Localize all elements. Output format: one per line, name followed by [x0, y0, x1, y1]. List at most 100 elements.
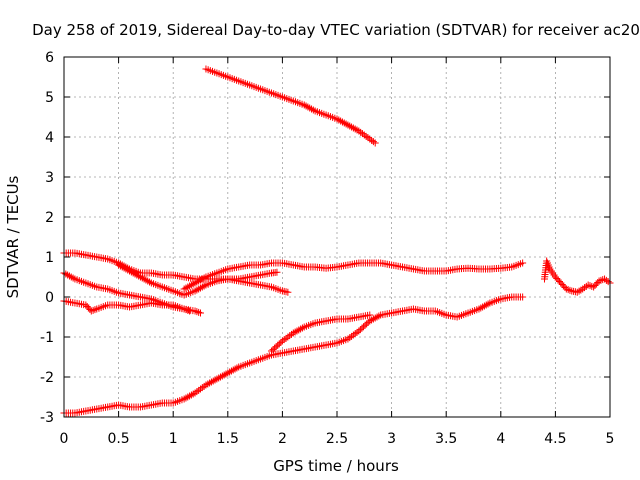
data-point — [297, 325, 305, 333]
data-point — [353, 126, 361, 134]
data-point — [346, 334, 354, 342]
data-point — [222, 370, 230, 378]
data-point — [284, 288, 292, 296]
data-point — [577, 286, 585, 294]
y-tick-label: 3 — [45, 170, 54, 186]
data-point — [207, 378, 215, 386]
data-point — [146, 278, 154, 286]
data-point — [304, 103, 312, 111]
y-tick-label: 1 — [45, 250, 54, 266]
data-point — [579, 285, 587, 293]
series-arc-mid-b — [267, 311, 374, 355]
data-point — [116, 262, 124, 270]
data-point — [202, 381, 210, 389]
data-point — [67, 273, 75, 281]
x-tick-label: 2 — [278, 431, 287, 447]
data-point — [371, 314, 379, 322]
data-point — [91, 306, 99, 314]
data-point — [120, 264, 128, 272]
data-point — [193, 308, 201, 316]
data-point — [267, 347, 275, 355]
data-point — [144, 277, 152, 285]
data-point — [573, 288, 581, 296]
data-point — [357, 128, 365, 136]
data-point — [351, 125, 359, 133]
data-point — [356, 326, 364, 334]
data-point — [358, 324, 366, 332]
chart-title: Day 258 of 2019, Sidereal Day-to-day VTE… — [32, 21, 640, 39]
data-point — [364, 134, 372, 142]
data-point — [124, 266, 132, 274]
data-point — [519, 259, 527, 267]
data-point — [218, 372, 226, 380]
data-point — [195, 308, 203, 316]
data-point — [62, 270, 70, 278]
y-tick-label: -1 — [40, 330, 54, 346]
y-axis-label: SDTVAR / TECUs — [4, 175, 22, 298]
data-point — [344, 335, 352, 343]
data-point — [198, 384, 206, 392]
data-point — [599, 276, 607, 284]
data-point — [197, 284, 204, 292]
data-point — [215, 374, 223, 382]
data-point — [298, 324, 306, 332]
data-point — [198, 283, 206, 291]
data-point — [186, 282, 194, 290]
data-point — [186, 392, 194, 400]
data-point — [278, 337, 286, 345]
data-point — [182, 394, 190, 402]
data-point — [566, 286, 574, 294]
data-point — [368, 136, 376, 144]
data-point — [64, 271, 72, 279]
x-tick-label: 1.5 — [217, 431, 239, 447]
data-point — [338, 118, 346, 126]
data-point — [369, 138, 377, 146]
y-tick-label: 6 — [45, 50, 54, 66]
data-point — [480, 302, 488, 310]
data-point — [288, 330, 295, 338]
data-point — [371, 139, 379, 147]
data-point — [135, 272, 143, 280]
data-point — [182, 306, 190, 314]
data-point — [366, 135, 374, 143]
data-point — [280, 336, 288, 344]
grid — [64, 57, 610, 417]
data-point — [588, 282, 596, 290]
data-point — [482, 301, 490, 309]
data-point — [195, 386, 203, 394]
data-point — [282, 334, 290, 342]
data-point — [344, 121, 352, 129]
data-point — [300, 101, 308, 109]
data-point — [272, 343, 280, 351]
x-tick-label: 5 — [606, 431, 615, 447]
data-point — [361, 321, 369, 329]
x-tick-label: 3.5 — [435, 431, 457, 447]
data-point — [484, 300, 492, 308]
data-point — [136, 273, 144, 281]
data-point — [126, 267, 134, 275]
x-tick-label: 4.5 — [544, 431, 566, 447]
data-point — [346, 122, 354, 130]
x-tick-label: 1 — [169, 431, 178, 447]
data-point — [295, 326, 303, 334]
series-arc-rising — [60, 293, 527, 417]
data-point — [197, 385, 204, 393]
data-point — [575, 287, 583, 295]
data-point — [302, 102, 310, 110]
data-point — [293, 327, 301, 335]
data-point — [271, 344, 279, 352]
data-point — [69, 274, 77, 282]
data-point — [65, 272, 73, 280]
data-point — [193, 388, 201, 396]
data-point — [191, 389, 199, 397]
data-point — [138, 274, 146, 282]
data-point — [368, 316, 376, 324]
data-point — [306, 104, 314, 112]
data-point — [309, 106, 317, 114]
data-point — [231, 365, 239, 373]
data-marks — [60, 65, 614, 417]
data-point — [369, 315, 377, 323]
x-tick-label: 4 — [496, 431, 505, 447]
data-point — [224, 369, 232, 377]
